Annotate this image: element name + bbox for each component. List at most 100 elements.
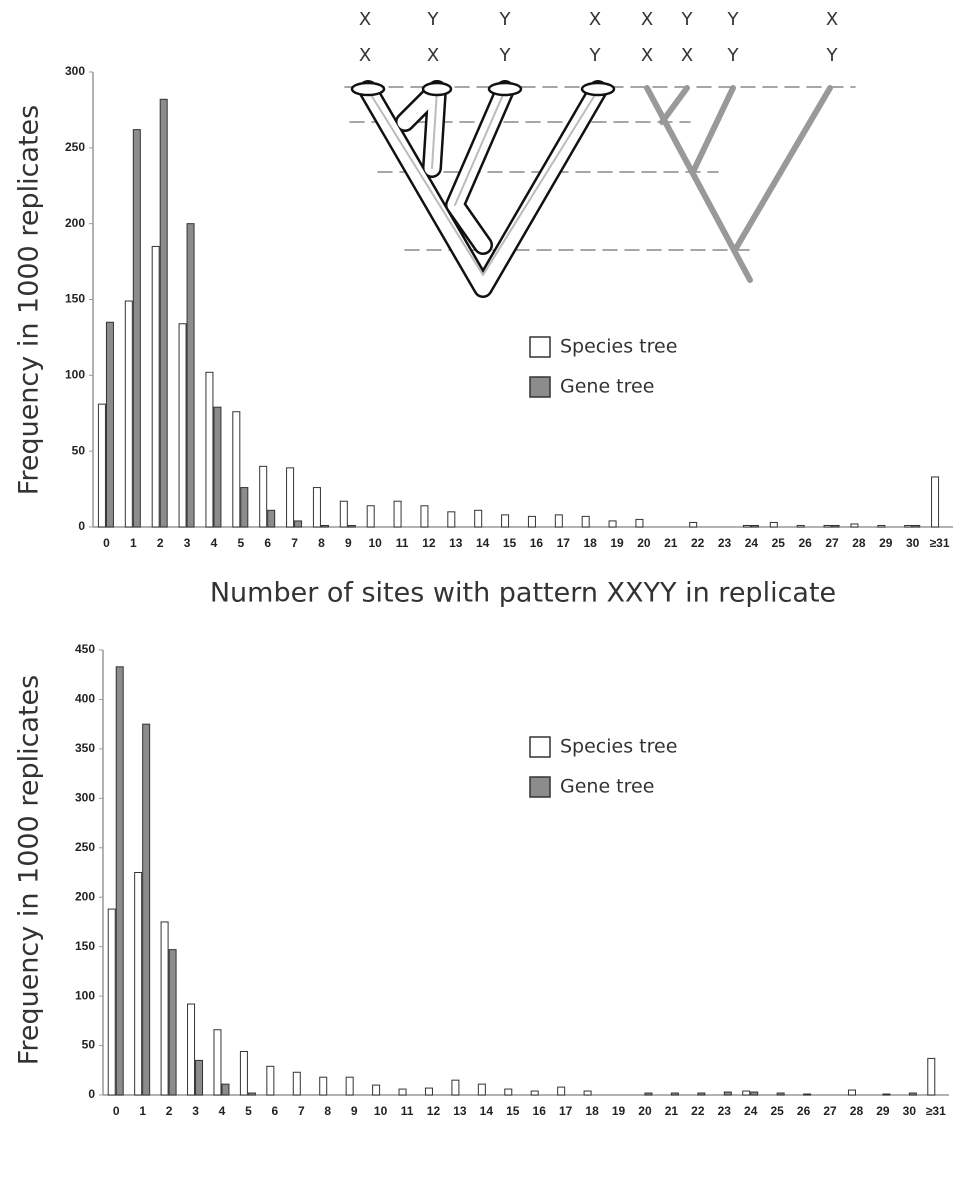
bar [475,510,482,527]
bar [797,525,804,527]
y-tick-label: 50 [72,443,86,457]
tip-label: Y [589,45,602,66]
x-tick-label: ≥31 [926,1104,946,1118]
x-tick-label: 9 [351,1104,358,1118]
bar [240,1051,247,1095]
bar [671,1093,678,1095]
tip-label: Y [826,45,839,66]
bar [268,510,275,527]
bar [125,301,132,527]
x-tick-label: 27 [825,536,839,550]
bar [848,1090,855,1095]
bar [743,1091,750,1095]
bar [106,322,113,527]
x-tick-label: 18 [584,536,598,550]
bar [609,521,616,527]
bar [425,1088,432,1095]
y-tick-label: 400 [75,692,95,706]
bar [179,324,186,527]
bar [883,1094,890,1095]
bar [116,667,123,1095]
x-tick-label: 6 [272,1104,279,1118]
bar [448,512,455,527]
x-tick-label: 8 [318,536,325,550]
bar [267,1066,274,1095]
x-tick-label: 10 [369,536,383,550]
x-tick-label: 15 [506,1104,520,1118]
bar [421,506,428,527]
bar [214,1030,221,1095]
y-tick-label: 350 [75,741,95,755]
tip-label: X [641,9,653,30]
tip-label: X [641,45,653,66]
bar [878,525,885,527]
bar [913,525,920,527]
bar [135,873,142,1096]
bar [214,407,221,527]
bar [804,1094,811,1095]
x-tick-label: 22 [691,536,705,550]
x-tick-label: 5 [237,536,244,550]
bar [367,506,374,527]
x-tick-label: 13 [453,1104,467,1118]
tip-label: X [589,9,601,30]
bar [452,1080,459,1095]
tip-label: Y [499,9,512,30]
tree-diagram [345,83,855,288]
bar [502,515,509,527]
y-tick-label: 100 [75,988,95,1002]
tip-label: Y [427,9,440,30]
x-tick-label: 30 [903,1104,917,1118]
x-tick-label: 29 [876,1104,890,1118]
bar [287,468,294,527]
bar [584,1091,591,1095]
bar [260,466,267,527]
bar [743,525,750,527]
x-tick-label: 6 [264,536,271,550]
y-tick-label: 0 [88,1087,95,1101]
x-tick-label: 2 [166,1104,173,1118]
x-tick-label: 24 [744,1104,758,1118]
x-tick-label: 0 [113,1104,120,1118]
bar [932,477,939,527]
bar [698,1093,705,1095]
tip-label: X [681,45,693,66]
x-tick-label: 22 [691,1104,705,1118]
y-tick-label: 100 [65,368,85,382]
legend-swatch [530,337,550,357]
y-tick-label: 0 [78,519,85,533]
y-tick-label: 200 [75,889,95,903]
bar [160,99,167,527]
bar [233,412,240,527]
x-tick-label: 3 [192,1104,199,1118]
y-axis-title: Frequency in 1000 replicates [14,105,45,495]
x-tick-label: 0 [103,536,110,550]
bar [636,519,643,527]
tip-label: Y [681,9,694,30]
bar [133,130,140,527]
x-tick-label: 26 [797,1104,811,1118]
y-axis-title: Frequency in 1000 replicates [14,675,45,1065]
tip-label: X [427,45,439,66]
x-tick-label: 12 [427,1104,441,1118]
legend-label: Gene tree [560,776,654,798]
bar [187,224,194,527]
x-tick-label: 27 [823,1104,837,1118]
x-tick-label: 23 [718,1104,732,1118]
x-tick-label: 11 [396,536,409,550]
bar [531,1091,538,1095]
y-tick-label: 250 [75,840,95,854]
bar [143,724,150,1095]
y-tick-label: 150 [75,939,95,953]
x-tick-label: 25 [770,1104,784,1118]
x-tick-label: 14 [480,1104,494,1118]
x-tick-label: 29 [879,536,893,550]
bar [690,522,697,527]
bar [394,501,401,527]
figure: 0501001502002503000123456789101112131415… [0,0,963,1179]
x-tick-label: 8 [324,1104,331,1118]
tip-label: X [826,9,838,30]
bar [108,909,115,1095]
x-tick-label: 24 [745,536,759,550]
x-tick-label: 4 [211,536,218,550]
